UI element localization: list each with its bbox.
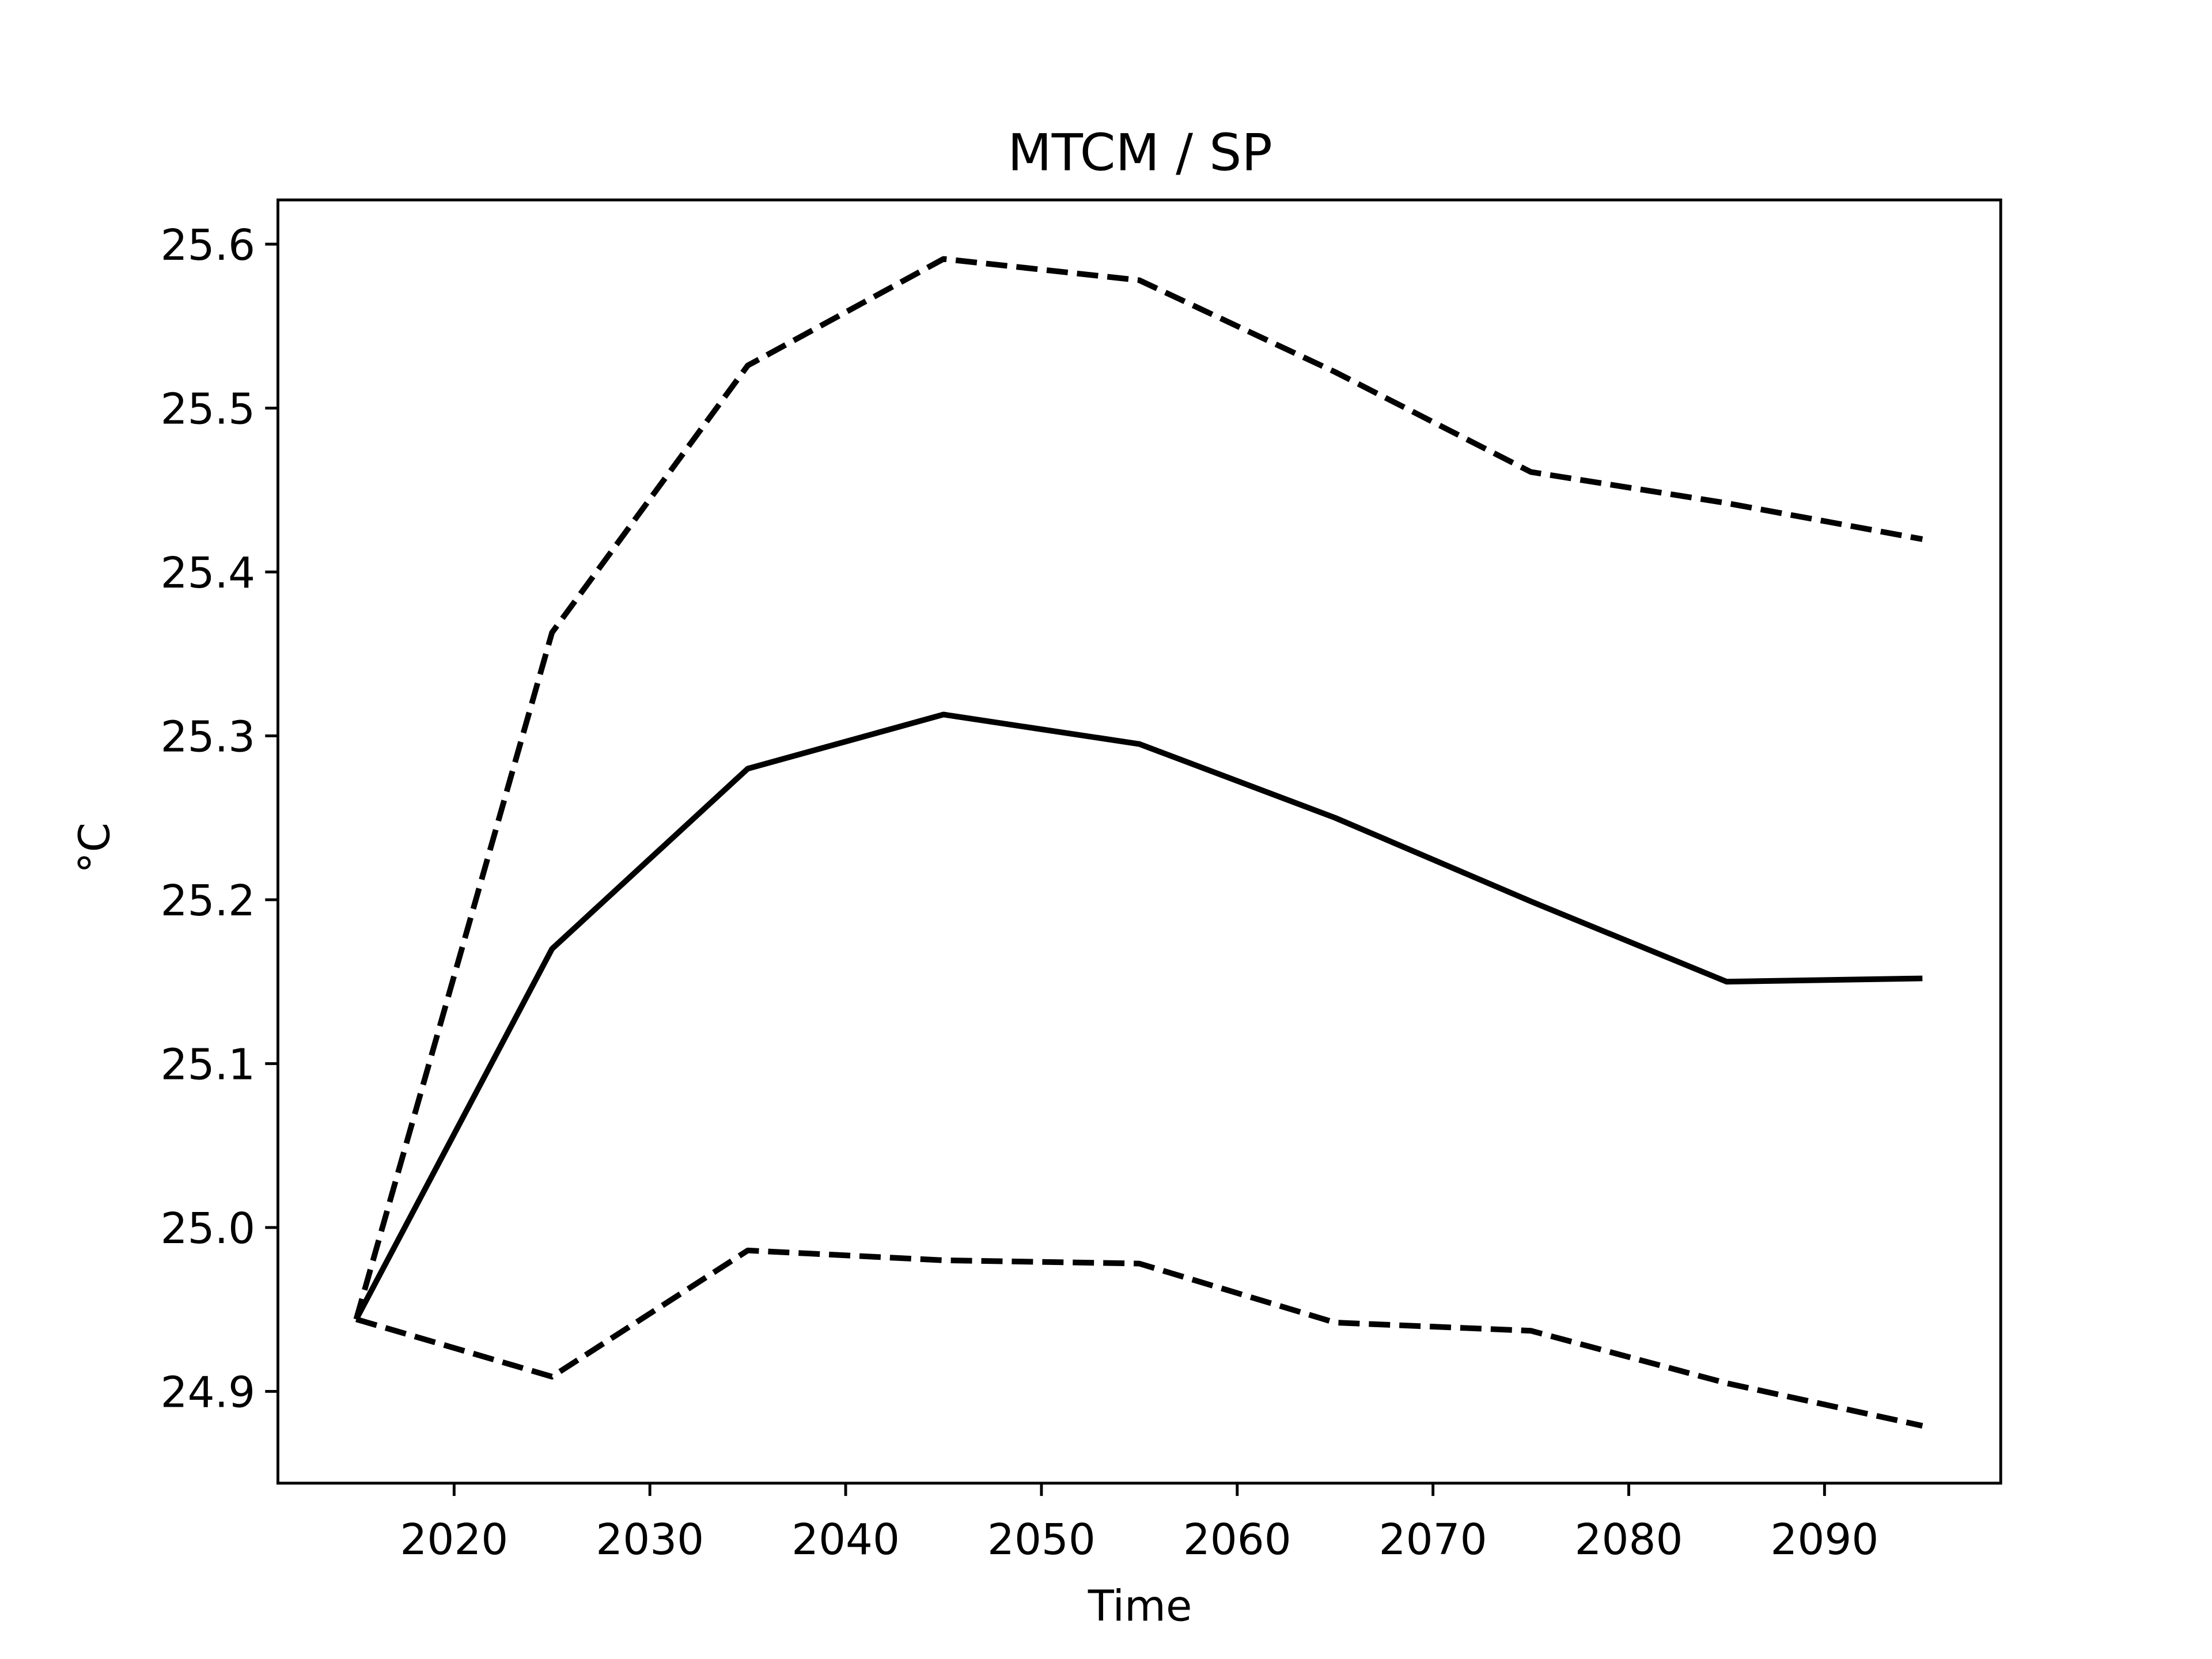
y-tick-label: 25.1 <box>161 1040 255 1090</box>
y-tick-label: 25.5 <box>161 384 255 434</box>
axes-frame <box>276 198 2002 1485</box>
series-line <box>355 1247 1923 1429</box>
x-axis-label: Time <box>1088 1582 1192 1631</box>
x-tick-label: 2060 <box>1183 1515 1291 1565</box>
y-tick-label: 25.2 <box>161 876 255 926</box>
x-tick-label: 2090 <box>1770 1515 1878 1565</box>
y-axis-label: °C <box>70 823 120 873</box>
chart-title: MTCM / SP <box>1007 123 1272 182</box>
y-tick-label: 25.0 <box>161 1204 255 1253</box>
x-tick-label: 2030 <box>596 1515 704 1565</box>
y-tick-label: 24.9 <box>161 1368 255 1418</box>
x-tick-label: 2080 <box>1575 1515 1683 1565</box>
y-tick-label: 25.4 <box>161 548 255 598</box>
y-tick-label: 25.6 <box>161 221 255 270</box>
y-tick-label: 25.3 <box>161 712 255 762</box>
plot-area: 2020 2030 2040 2050 2060 2070 2080 2090 24.9 25.0… <box>161 221 1923 1565</box>
x-tick-label: 2050 <box>987 1515 1096 1565</box>
x-tick-label: 2070 <box>1379 1515 1487 1565</box>
x-tick-label: 2020 <box>400 1515 508 1565</box>
series-line <box>354 711 1923 1321</box>
series-line <box>353 256 1923 1320</box>
x-tick-label: 2040 <box>791 1515 900 1565</box>
